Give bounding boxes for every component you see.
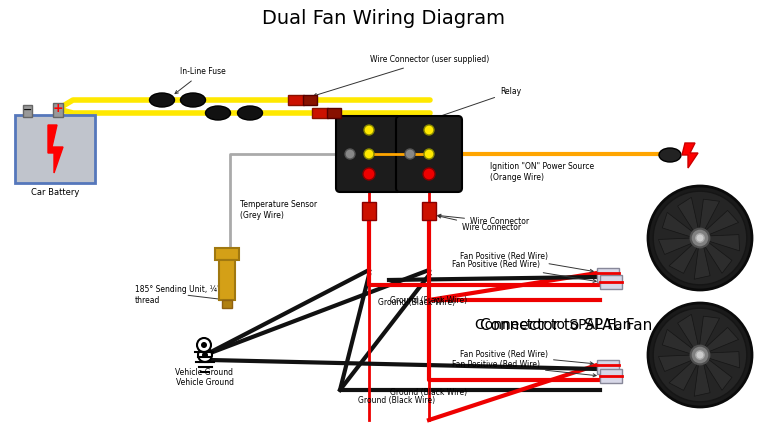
Circle shape	[424, 125, 434, 135]
Bar	[15, 115, 95, 183]
Bar	[219, 260, 235, 300]
Text: Ground (Black Wire): Ground (Black Wire)	[390, 388, 467, 397]
Polygon shape	[704, 210, 739, 235]
Text: Fan Positive (Red Wire): Fan Positive (Red Wire)	[460, 350, 593, 365]
Text: Ground (Black Wire): Ground (Black Wire)	[378, 298, 455, 306]
Bar	[600, 369, 622, 383]
Polygon shape	[694, 362, 710, 396]
Text: Relay: Relay	[432, 88, 521, 119]
Polygon shape	[662, 329, 694, 354]
Polygon shape	[704, 358, 732, 390]
Ellipse shape	[150, 93, 174, 107]
Text: Vehicle Ground: Vehicle Ground	[175, 368, 233, 377]
Polygon shape	[677, 197, 699, 232]
Text: −: −	[23, 105, 32, 115]
Ellipse shape	[180, 93, 206, 107]
Bar	[215, 248, 239, 260]
Polygon shape	[669, 360, 698, 391]
Bar	[597, 360, 619, 374]
Circle shape	[648, 303, 752, 407]
Circle shape	[423, 168, 435, 180]
Text: Fan Positive (Red Wire): Fan Positive (Red Wire)	[460, 251, 593, 272]
Ellipse shape	[237, 106, 263, 120]
Polygon shape	[707, 352, 740, 368]
Bar	[303, 95, 317, 105]
Polygon shape	[700, 199, 720, 231]
Circle shape	[648, 186, 752, 290]
Text: Ground (Black Wire): Ground (Black Wire)	[358, 396, 435, 404]
Text: Temperature Sensor
(Grey Wire): Temperature Sensor (Grey Wire)	[240, 200, 317, 220]
Text: Car Battery: Car Battery	[31, 188, 79, 197]
Circle shape	[696, 234, 704, 242]
Circle shape	[405, 149, 415, 159]
Polygon shape	[662, 213, 694, 237]
Bar	[53, 103, 63, 117]
Circle shape	[690, 346, 710, 364]
Text: Connector to SPAL Fan: Connector to SPAL Fan	[475, 318, 631, 332]
Circle shape	[690, 229, 710, 248]
Bar	[327, 108, 341, 118]
Text: Wire Connector (user supplied): Wire Connector (user supplied)	[313, 55, 489, 96]
Text: Wire Connector: Wire Connector	[438, 215, 521, 232]
Text: Wire Connector: Wire Connector	[438, 214, 529, 226]
Text: Ignition "ON" Power Source
(Orange Wire): Ignition "ON" Power Source (Orange Wire)	[490, 162, 594, 182]
Polygon shape	[694, 245, 710, 279]
Polygon shape	[677, 314, 699, 349]
Circle shape	[364, 125, 374, 135]
Circle shape	[424, 149, 434, 159]
Text: Fan Positive (Red Wire): Fan Positive (Red Wire)	[452, 360, 596, 377]
Text: +: +	[53, 102, 63, 115]
Polygon shape	[700, 316, 720, 348]
Bar	[312, 108, 328, 118]
Circle shape	[364, 149, 374, 159]
Circle shape	[696, 351, 704, 359]
Circle shape	[654, 191, 746, 285]
Bar	[362, 202, 376, 220]
Text: In-Line Fuse: In-Line Fuse	[175, 67, 226, 94]
Text: Fan Positive (Red Wire): Fan Positive (Red Wire)	[452, 260, 596, 283]
Polygon shape	[704, 327, 739, 353]
Polygon shape	[704, 241, 732, 273]
Text: Dual Fan Wiring Diagram: Dual Fan Wiring Diagram	[263, 9, 505, 28]
Text: Vehicle Ground: Vehicle Ground	[176, 378, 234, 387]
Polygon shape	[658, 355, 694, 372]
Bar	[422, 202, 436, 220]
Bar	[222, 300, 232, 308]
Circle shape	[202, 352, 208, 358]
Circle shape	[198, 348, 212, 362]
Circle shape	[345, 149, 355, 159]
Polygon shape	[707, 235, 740, 251]
Ellipse shape	[206, 106, 230, 120]
FancyBboxPatch shape	[396, 116, 462, 192]
Bar	[597, 268, 619, 282]
Text: 185° Sending Unit, ¼" npt
thread: 185° Sending Unit, ¼" npt thread	[135, 285, 236, 305]
Text: Connector to SPAL Fan: Connector to SPAL Fan	[480, 318, 652, 333]
Polygon shape	[48, 125, 63, 173]
Polygon shape	[682, 143, 698, 168]
Circle shape	[654, 308, 746, 402]
Text: Ground (Black Wire): Ground (Black Wire)	[390, 295, 467, 305]
Circle shape	[197, 338, 211, 352]
Circle shape	[201, 342, 207, 348]
Polygon shape	[658, 238, 694, 254]
Bar	[23, 105, 32, 117]
Ellipse shape	[659, 148, 681, 162]
Circle shape	[363, 168, 375, 180]
Bar	[288, 95, 304, 105]
Polygon shape	[669, 243, 698, 273]
Bar	[600, 275, 622, 289]
FancyBboxPatch shape	[336, 116, 402, 192]
